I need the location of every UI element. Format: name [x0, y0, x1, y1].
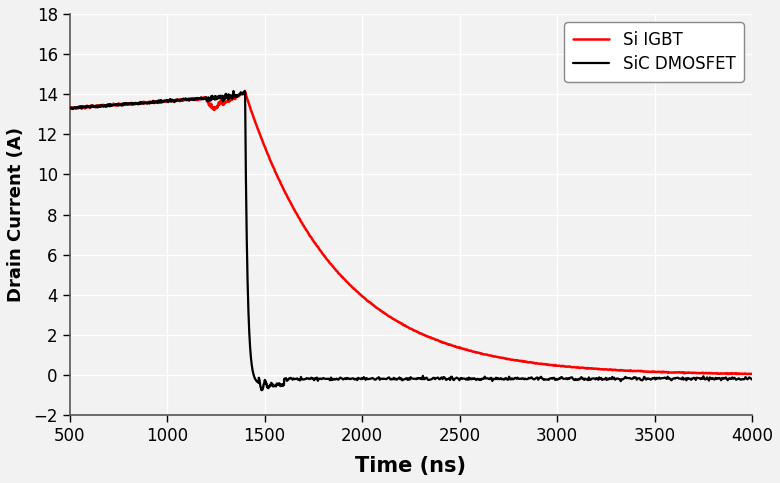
X-axis label: Time (ns): Time (ns)	[356, 456, 466, 476]
Si IGBT	[747, 371, 757, 377]
Si IGBT	[723, 371, 732, 377]
SiC DMOSFET	[65, 106, 74, 112]
SiC DMOSFET	[221, 91, 230, 97]
Si IGBT	[134, 101, 144, 107]
Si IGBT	[65, 104, 74, 110]
Legend: Si IGBT, SiC DMOSFET: Si IGBT, SiC DMOSFET	[564, 22, 743, 82]
Si IGBT	[601, 367, 611, 372]
Si IGBT	[240, 89, 250, 95]
SiC DMOSFET	[240, 88, 250, 94]
SiC DMOSFET	[299, 377, 308, 383]
SiC DMOSFET	[361, 377, 370, 383]
SiC DMOSFET	[747, 377, 757, 383]
Line: SiC DMOSFET: SiC DMOSFET	[69, 91, 752, 390]
Y-axis label: Drain Current (A): Drain Current (A)	[7, 127, 25, 302]
Si IGBT	[634, 368, 644, 374]
SiC DMOSFET	[486, 375, 495, 381]
SiC DMOSFET	[262, 381, 271, 386]
Line: Si IGBT: Si IGBT	[69, 92, 752, 374]
SiC DMOSFET	[70, 104, 80, 110]
Si IGBT	[739, 371, 748, 377]
Si IGBT	[122, 101, 132, 107]
SiC DMOSFET	[257, 387, 266, 393]
Si IGBT	[91, 103, 101, 109]
